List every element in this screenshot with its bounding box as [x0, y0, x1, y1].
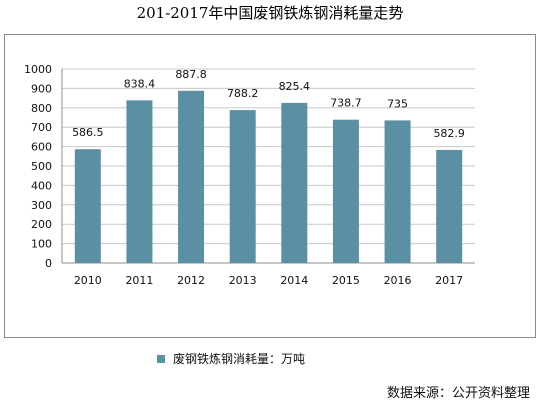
legend-swatch	[157, 354, 165, 363]
bar-value-label: 788.2	[227, 87, 259, 100]
bar-value-label: 586.5	[72, 126, 104, 139]
bar	[178, 90, 205, 263]
legend-label: 废钢铁炼钢消耗量：万吨	[173, 352, 306, 366]
bar	[229, 110, 256, 263]
y-tick-label: 400	[31, 179, 52, 192]
bar	[436, 149, 463, 263]
bar	[384, 120, 411, 263]
y-tick-label: 100	[31, 238, 52, 251]
bar-chart-plot: 0 100 200 300 400 500 600 700 800 900 1000 586.5 201…	[24, 63, 475, 287]
y-tick-label: 1000	[24, 63, 52, 76]
x-tick-label: 2016	[384, 274, 412, 287]
chart-title: 201-2017年中国废钢铁炼钢消耗量走势	[136, 4, 404, 22]
bar-value-label: 735	[387, 97, 408, 110]
y-tick-label: 0	[45, 257, 52, 270]
bar-value-label: 582.9	[433, 127, 465, 140]
bar	[281, 102, 308, 263]
y-tick-label: 700	[31, 121, 52, 134]
bar-value-label: 838.4	[124, 77, 156, 90]
y-tick-label: 600	[31, 141, 52, 154]
y-tick-label: 800	[31, 102, 52, 115]
x-tick-label: 2013	[229, 274, 257, 287]
y-tick-label: 300	[31, 199, 52, 212]
x-tick-label: 2017	[435, 274, 463, 287]
bar-value-label: 825.4	[279, 80, 311, 93]
bar	[74, 149, 101, 263]
x-tick-label: 2011	[125, 274, 153, 287]
legend: 废钢铁炼钢消耗量：万吨	[157, 350, 305, 367]
y-tick-label: 200	[31, 218, 52, 231]
y-tick-label: 900	[31, 82, 52, 95]
x-tick-label: 2015	[332, 274, 360, 287]
x-tick-label: 2012	[177, 274, 205, 287]
bar-value-label: 738.7	[330, 97, 362, 110]
bar	[126, 100, 153, 263]
y-tick-label: 500	[31, 160, 52, 173]
bar-value-label: 887.8	[175, 68, 207, 81]
x-tick-label: 2010	[74, 274, 102, 287]
x-tick-label: 2014	[280, 274, 308, 287]
bar	[332, 119, 359, 263]
data-source-note: 数据来源：公开资料整理	[386, 386, 530, 401]
chart-area: 0 100 200 300 400 500 600 700 800 900 1000 586.5 201…	[4, 34, 536, 366]
